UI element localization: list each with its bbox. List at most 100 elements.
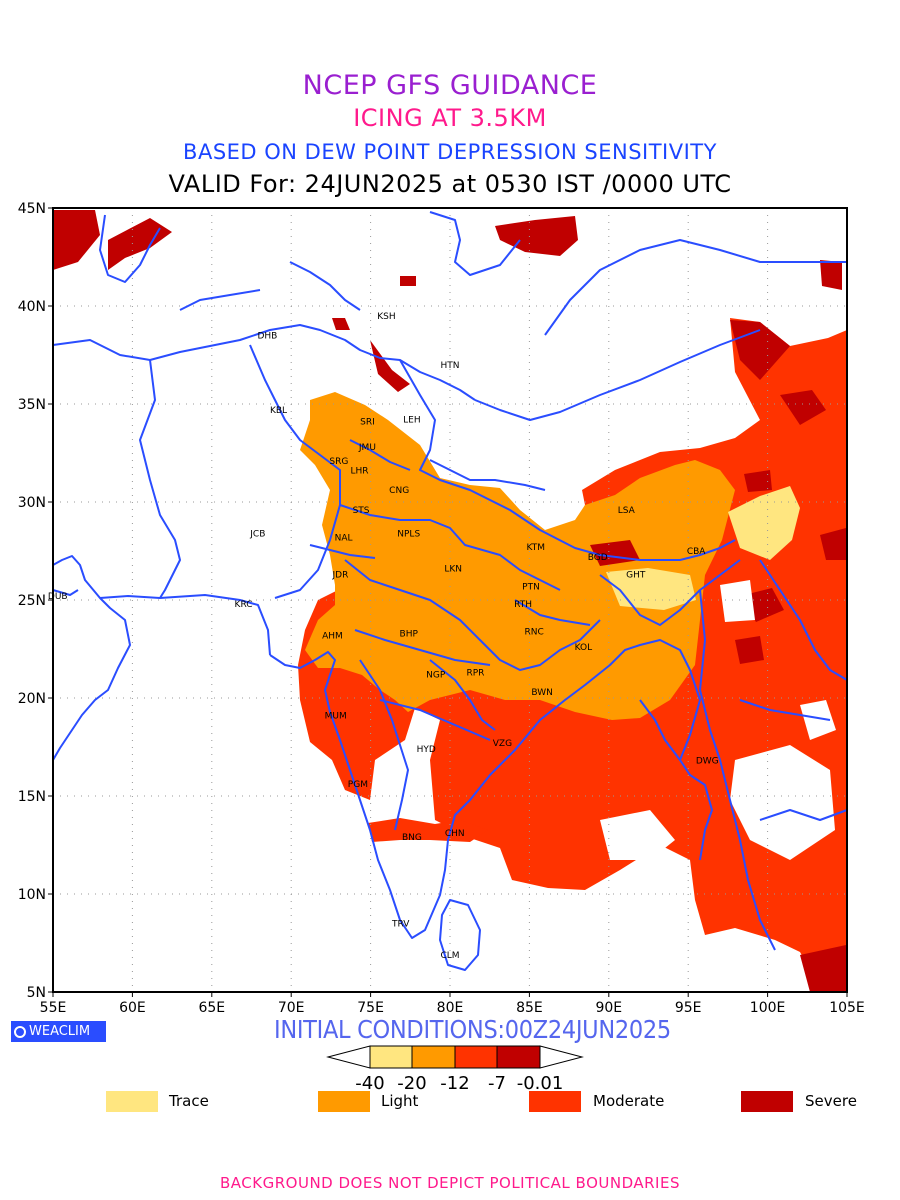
station-label-leh: LEH xyxy=(403,416,420,426)
colorbar-right-arrow xyxy=(539,1045,584,1069)
station-label-cba: CBA xyxy=(687,547,706,557)
clear-gap xyxy=(800,700,836,740)
disclaimer-footer: BACKGROUND DOES NOT DEPICT POLITICAL BOU… xyxy=(220,1174,680,1192)
station-label-lsa: LSA xyxy=(618,506,636,516)
lon-tick-label: 100E xyxy=(750,1000,786,1016)
clear-gap xyxy=(730,745,835,860)
station-label-chn: CHN xyxy=(445,829,465,839)
icing-area-moderate xyxy=(368,818,488,842)
station-label-sts: STS xyxy=(353,506,370,516)
colorbar-label: -7 xyxy=(488,1073,506,1094)
method-line: BASED ON DEW POINT DEPRESSION SENSITIVIT… xyxy=(183,140,717,164)
initial-conditions: INITIAL CONDITIONS:00Z24JUN2025 xyxy=(274,1015,671,1044)
lon-tick-label: 60E xyxy=(119,1000,146,1016)
icing-area-severe xyxy=(820,260,842,290)
lat-axis: 45N 40N 35N 30N 25N 20N 15N 10N 5N xyxy=(18,201,53,1001)
lon-tick-label: 90E xyxy=(595,1000,622,1016)
icing-area-trace xyxy=(728,486,800,560)
station-label-ngp: NGP xyxy=(426,670,446,680)
legend-severe-label: Severe xyxy=(805,1092,857,1110)
icing-area-severe xyxy=(108,218,172,270)
legend-severe-swatch xyxy=(741,1091,793,1112)
icing-area-severe xyxy=(800,945,846,992)
legend-light-swatch xyxy=(318,1091,370,1112)
station-label-ght: GHT xyxy=(626,571,646,581)
station-label-jdr: JDR xyxy=(332,571,349,581)
station-label-clm: CLM xyxy=(440,951,459,961)
lat-tick-label: 40N xyxy=(18,299,46,315)
icing-area-light xyxy=(300,392,735,720)
station-label-nal: NAL xyxy=(335,533,353,543)
legend-trace-label: Trace xyxy=(169,1092,209,1110)
coastline-layer xyxy=(52,211,848,971)
station-label-trv: TRV xyxy=(391,919,410,929)
lon-tick-label: 70E xyxy=(278,1000,305,1016)
station-label-mum: MUM xyxy=(325,712,347,722)
lon-tick-label: 75E xyxy=(357,1000,384,1016)
station-label-lkn: LKN xyxy=(444,565,462,575)
legend-moderate-label: Moderate xyxy=(593,1092,665,1110)
lon-tick-label: 105E xyxy=(829,1000,865,1016)
lon-tick-label: 85E xyxy=(516,1000,543,1016)
colorbar-label: -0.01 xyxy=(517,1073,564,1094)
station-label-bwn: BWN xyxy=(531,688,553,698)
valid-time: VALID For: 24JUN2025 at 0530 IST /0000 U… xyxy=(168,170,732,198)
lon-tick-label: 80E xyxy=(437,1000,464,1016)
lat-tick-label: 5N xyxy=(27,985,46,1001)
lat-lon-grid xyxy=(53,208,847,992)
colorbar-trace xyxy=(369,1045,413,1069)
station-label-bgd: BGD xyxy=(588,553,608,563)
legend-light-label: Light xyxy=(381,1092,419,1110)
station-label-ktm: KTM xyxy=(527,543,545,553)
colorbar-label: -20 xyxy=(397,1073,426,1094)
icing-area-severe xyxy=(495,216,578,256)
icing-area-severe xyxy=(744,470,772,492)
station-label-krc: KRC xyxy=(235,600,253,610)
station-label-rth: RTH xyxy=(514,600,532,610)
lat-tick-label: 20N xyxy=(18,691,46,707)
lat-tick-label: 10N xyxy=(18,887,46,903)
colorbar-labels: -40 -20 -12 -7 -0.01 xyxy=(355,1073,563,1094)
colorbar-label: -12 xyxy=(440,1073,469,1094)
icing-area-severe xyxy=(590,540,640,566)
lat-tick-label: 35N xyxy=(18,397,46,413)
weaclim-logo: WEACLIM xyxy=(11,1021,106,1042)
lat-tick-label: 25N xyxy=(18,593,46,609)
icing-area-severe xyxy=(400,276,416,286)
colorbar-label: -40 xyxy=(355,1073,384,1094)
station-label-ahm: AHM xyxy=(322,631,343,641)
station-label-bng: BNG xyxy=(402,833,422,843)
chart-title: NCEP GFS GUIDANCE xyxy=(302,70,598,101)
lat-tick-label: 30N xyxy=(18,495,46,511)
station-label-jcb: JCB xyxy=(249,529,265,539)
icing-area-severe xyxy=(332,318,350,330)
icing-area-severe xyxy=(735,636,764,664)
colorbar-severe xyxy=(496,1045,541,1069)
lat-tick-label: 15N xyxy=(18,789,46,805)
logo-ring-icon xyxy=(14,1026,26,1038)
station-label-ksh: KSH xyxy=(377,312,395,322)
colorbar-light xyxy=(411,1045,456,1069)
station-label-npls: NPLS xyxy=(397,529,420,539)
legend-trace-swatch xyxy=(106,1091,158,1112)
station-label-cng: CNG xyxy=(389,486,409,496)
station-label-rpr: RPR xyxy=(466,669,484,679)
clear-gap xyxy=(720,580,755,622)
station-label-vzg: VZG xyxy=(493,739,512,749)
station-label-pgm: PGM xyxy=(348,780,368,790)
station-label-dub: DUB xyxy=(48,592,68,602)
station-label-hyd: HYD xyxy=(417,745,436,755)
icing-area-severe xyxy=(820,528,846,560)
lon-tick-label: 55E xyxy=(40,1000,67,1016)
station-label-srg: SRG xyxy=(329,457,348,467)
station-label-ptn: PTN xyxy=(522,582,540,592)
icing-area-severe xyxy=(780,390,826,425)
station-label-rnc: RNC xyxy=(525,627,544,637)
lat-tick-label: 45N xyxy=(18,201,46,217)
chart-subtitle: ICING AT 3.5KM xyxy=(353,104,547,132)
station-label-lhr: LHR xyxy=(350,467,368,477)
station-label-kbl: KBL xyxy=(270,406,287,416)
station-label-jmu: JMU xyxy=(358,443,376,453)
